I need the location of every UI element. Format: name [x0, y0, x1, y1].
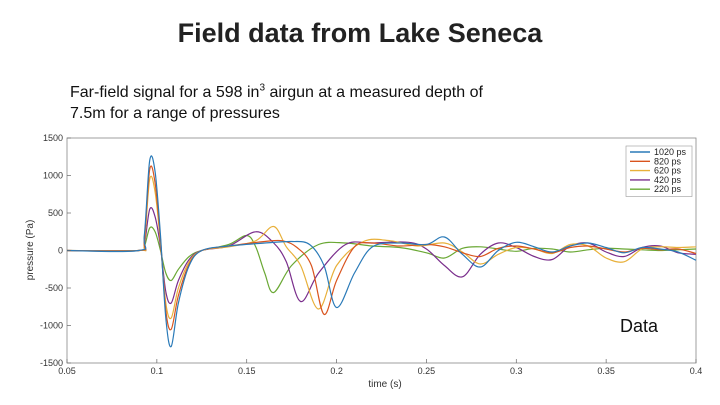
y-tick-label: -1000 — [40, 321, 63, 331]
slide-title: Field data from Lake Seneca — [177, 18, 543, 48]
x-tick-label: 0.35 — [597, 366, 615, 376]
legend-entry: 620 ps — [654, 166, 682, 176]
x-tick-label: 0.1 — [151, 366, 164, 376]
y-tick-label: -1500 — [40, 358, 63, 368]
legend-entry: 820 ps — [654, 156, 682, 166]
y-tick-label: 500 — [48, 208, 63, 218]
legend-entry: 1020 ps — [654, 147, 687, 157]
y-tick-label: 0 — [58, 246, 63, 256]
slide-subtitle: Far-field signal for a 598 in3 airgun at… — [70, 82, 510, 124]
tick-layer: 0.05 0.1 0.15 0.2 0.25 0.3 0.35 0.4 1500 1000 500 0… — [40, 133, 702, 376]
y-tick-label: -500 — [45, 283, 63, 293]
plot-frame — [66, 137, 697, 364]
x-tick-label: 0.05 — [58, 366, 76, 376]
series-line-220-ps — [66, 226, 697, 294]
data-annotation: Data — [620, 316, 659, 336]
series-line-1020-ps — [66, 155, 697, 348]
x-tick-label: 0.2 — [330, 366, 343, 376]
x-tick-label: 0.25 — [418, 366, 436, 376]
subtitle-text-start: Far-field signal for a 598 in — [70, 84, 260, 101]
x-tick-label: 0.15 — [238, 366, 256, 376]
y-tick-label: 1000 — [43, 171, 63, 181]
y-axis-label: pressure (Pa) — [25, 220, 36, 281]
series-layer — [66, 155, 697, 348]
legend-entry: 420 ps — [654, 175, 682, 185]
subtitle-superscript: 3 — [259, 82, 265, 94]
x-tick-label: 0.4 — [690, 366, 703, 376]
x-axis-label: time (s) — [368, 379, 401, 390]
x-tick-label: 0.3 — [510, 366, 523, 376]
legend-entry: 220 ps — [654, 184, 682, 194]
y-tick-label: 1500 — [43, 133, 63, 143]
subtitle-text-end: airgun at a measured depth of 7.5m for a… — [70, 84, 483, 122]
plot-area — [66, 137, 697, 364]
